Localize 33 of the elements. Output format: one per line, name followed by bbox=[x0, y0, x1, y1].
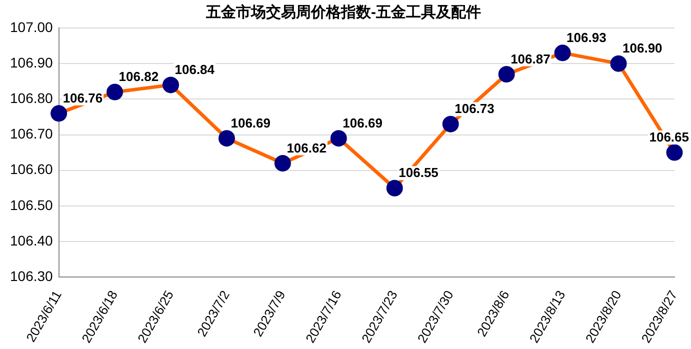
point bbox=[666, 144, 683, 161]
data-label: 106.76 bbox=[62, 90, 103, 106]
point bbox=[50, 105, 68, 122]
data-label: 106.55 bbox=[398, 165, 438, 180]
data-label: 106.65 bbox=[649, 130, 690, 145]
data-label: 106.73 bbox=[454, 101, 494, 116]
point bbox=[106, 84, 124, 100]
y-tick-label: 106.70 bbox=[10, 126, 54, 142]
point bbox=[498, 66, 515, 83]
point bbox=[218, 130, 235, 147]
y-tick-label: 106.50 bbox=[10, 196, 54, 213]
y-tick-label: 106.90 bbox=[10, 54, 54, 70]
data-label: 106.69 bbox=[230, 115, 270, 130]
point bbox=[442, 116, 459, 132]
point bbox=[330, 130, 347, 147]
y-tick-label: 106.60 bbox=[10, 161, 54, 178]
point bbox=[554, 44, 571, 62]
data-label: 106.62 bbox=[286, 140, 326, 156]
point bbox=[162, 76, 180, 94]
data-label: 106.90 bbox=[622, 40, 662, 56]
y-tick-label: 107.00 bbox=[10, 18, 54, 35]
data-label: 106.84 bbox=[174, 62, 216, 78]
point bbox=[386, 180, 403, 196]
y-tick-label: 106.80 bbox=[10, 90, 54, 106]
y-tick-label: 106.30 bbox=[10, 268, 54, 284]
y-tick-label: 106.40 bbox=[10, 232, 54, 248]
point bbox=[274, 154, 291, 172]
data-label: 106.93 bbox=[566, 30, 606, 45]
data-label: 106.87 bbox=[510, 51, 550, 66]
data-label: 106.82 bbox=[118, 69, 159, 84]
chart-title: 五金市场交易周价格指数-五金工具及配件 bbox=[205, 3, 481, 22]
data-label: 106.69 bbox=[342, 115, 382, 130]
point bbox=[610, 55, 627, 72]
